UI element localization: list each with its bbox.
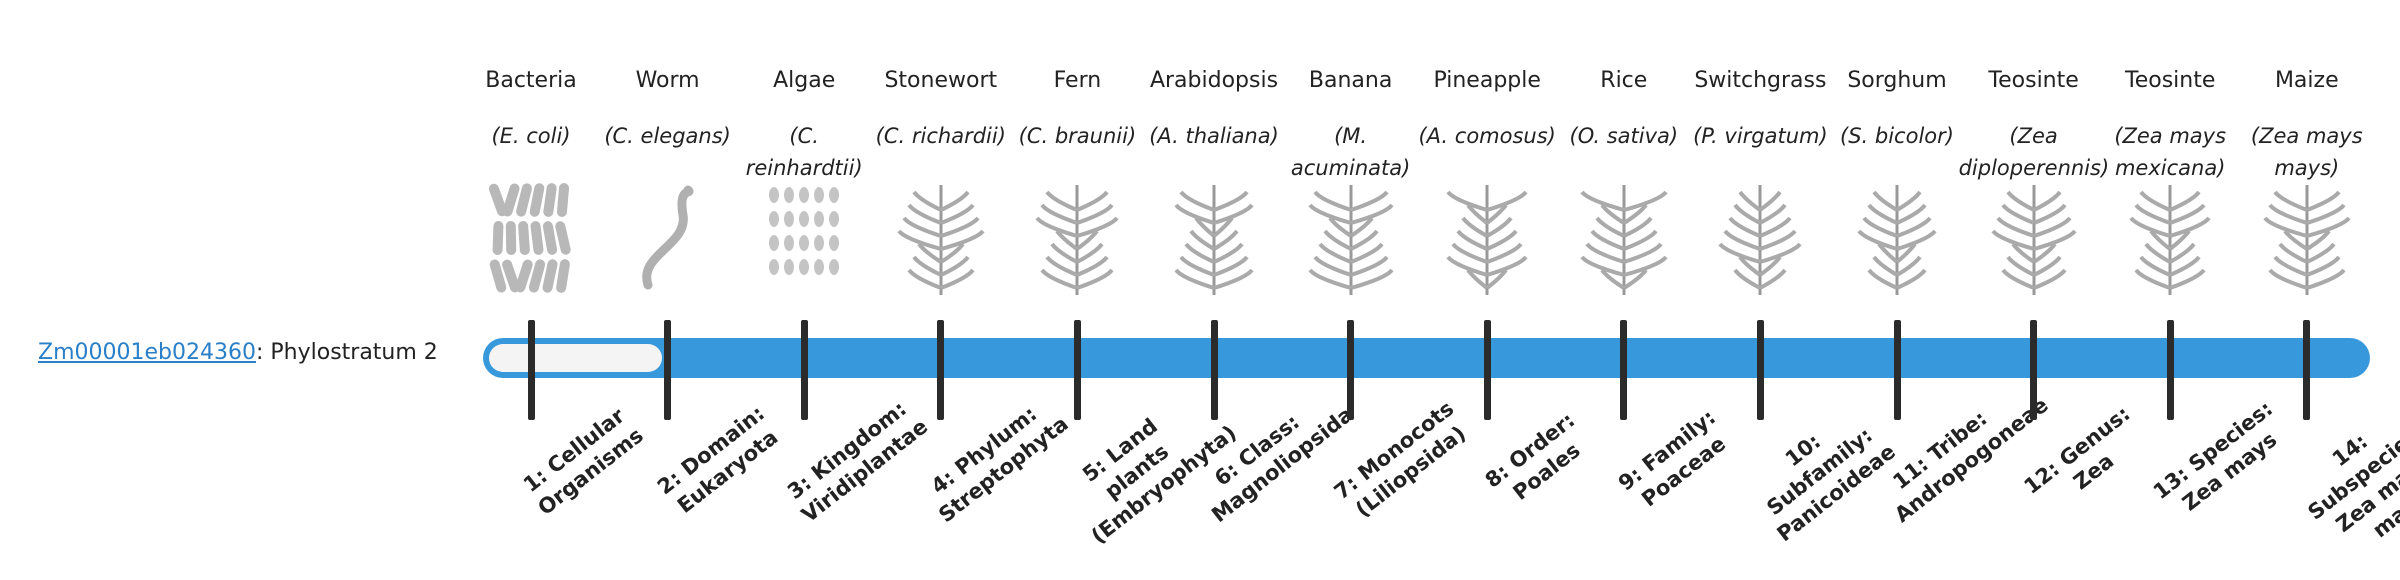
organism-illustration: [1035, 185, 1119, 295]
organism-illustration: [1174, 185, 1254, 295]
scientific-name: (A. thaliana): [1149, 124, 1279, 148]
organism-name: Teosinte: [2125, 68, 2216, 93]
stratum-tick: [1483, 320, 1491, 420]
organism-illustration: [1580, 185, 1668, 295]
scientific-name: (Zea diploperennis): [1958, 124, 2110, 180]
stratum-label: 14: Subspecies: Zea mays mays: [2303, 418, 2400, 543]
stratum-tick: [800, 320, 808, 420]
organism-illustration: [1446, 185, 1528, 295]
organism-name: Worm: [635, 68, 700, 93]
organism-illustration: [1857, 185, 1937, 295]
stratum-tick: [1620, 320, 1628, 420]
organism-illustration: [1307, 185, 1394, 295]
stratum-tick: [664, 320, 672, 420]
organism-illustration: [897, 185, 985, 295]
stratum-tick: [1893, 320, 1901, 420]
stratum-tick: [1756, 320, 1764, 420]
organism-name: Pineapple: [1433, 68, 1541, 93]
organism-illustration: [641, 185, 694, 290]
gene-suffix: : Phylostratum 2: [255, 340, 438, 365]
organism-name: Rice: [1600, 68, 1648, 93]
scientific-name: (S. bicolor): [1840, 124, 1954, 148]
scientific-name: (C. reinhardtii): [745, 124, 863, 180]
scientific-name: (C. elegans): [604, 124, 731, 148]
scientific-name: (P. virgatum): [1693, 124, 1828, 148]
scientific-name: (O. sativa): [1569, 124, 1679, 148]
organism-illustration: [769, 187, 840, 275]
organism-illustration: [488, 183, 571, 293]
organism-illustration: [2263, 185, 2351, 295]
organism-name: Teosinte: [1988, 68, 2079, 93]
organism-name: Arabidopsis: [1149, 68, 1279, 93]
organism-name: Bacteria: [485, 68, 577, 93]
organism-name: Fern: [1053, 68, 1102, 93]
scientific-name: (E. coli): [491, 124, 571, 148]
organism-name: Banana: [1308, 68, 1393, 93]
stratum-tick: [2030, 320, 2038, 420]
organism-name: Maize: [2274, 68, 2339, 93]
scientific-name: (C. braunii): [1018, 124, 1137, 148]
organism-name: Switchgrass: [1694, 68, 1827, 93]
organism-name: Algae: [773, 68, 836, 93]
stratum-tick: [1073, 320, 1081, 420]
stratum-tick: [1210, 320, 1218, 420]
stratum-highlight: [489, 344, 662, 372]
scientific-name: (C. richardii): [875, 124, 1006, 148]
scientific-name: (Zea mays mays): [2250, 124, 2363, 180]
organism-illustration: [2129, 185, 2211, 295]
organism-illustration: [1718, 185, 1802, 295]
stratum-tick: [527, 320, 535, 420]
organism-illustration: [1990, 185, 2077, 295]
stratum-tick: [937, 320, 945, 420]
timeline-bar: [483, 338, 2370, 378]
organism-name: Stonewort: [884, 68, 998, 93]
organism-name: Sorghum: [1847, 68, 1947, 93]
gene-link[interactable]: Zm00001eb024360: [38, 340, 256, 365]
gene-label: Zm00001eb024360: Phylostratum 2: [38, 340, 438, 365]
stratum-tick: [2166, 320, 2174, 420]
scientific-name: (Zea mays mexicana): [2114, 124, 2227, 180]
stratum-tick: [2303, 320, 2311, 420]
stratum-tick: [1347, 320, 1355, 420]
scientific-name: (M. acuminata): [1290, 124, 1411, 180]
scientific-name: (A. comosus): [1418, 124, 1556, 148]
